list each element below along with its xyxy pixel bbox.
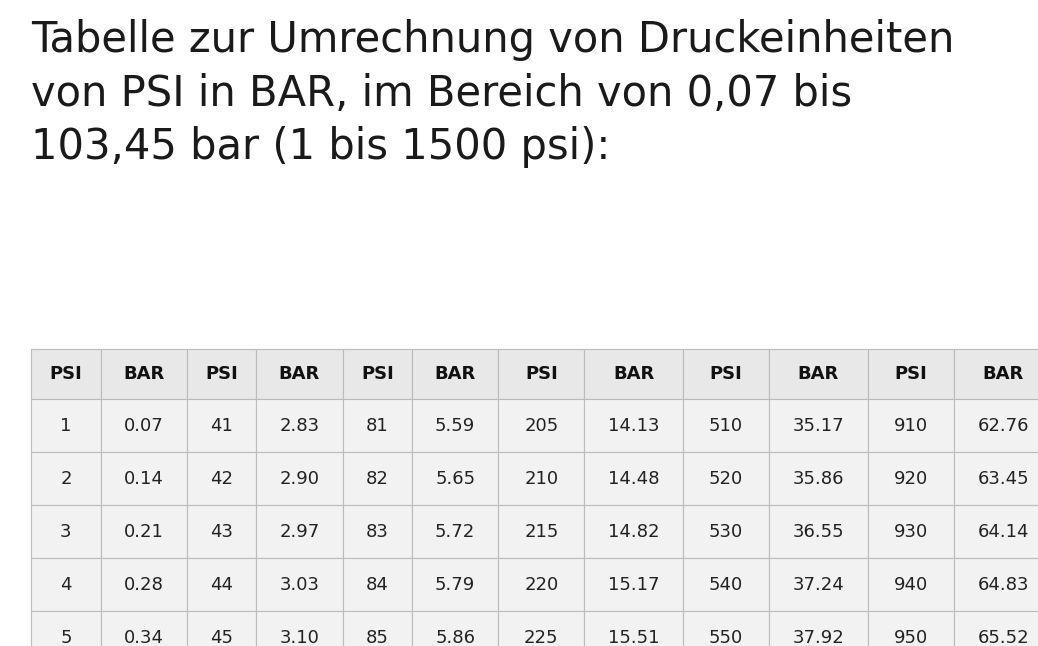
- Text: 0.28: 0.28: [124, 576, 164, 594]
- Text: BAR: BAR: [798, 365, 839, 383]
- Text: 940: 940: [894, 576, 928, 594]
- Text: BAR: BAR: [124, 365, 164, 383]
- Text: 0.34: 0.34: [124, 629, 164, 646]
- Text: 2.83: 2.83: [279, 417, 320, 435]
- Text: 42: 42: [210, 470, 234, 488]
- Text: 14.82: 14.82: [608, 523, 659, 541]
- Text: PSI: PSI: [895, 365, 927, 383]
- Text: 85: 85: [365, 629, 389, 646]
- Text: 520: 520: [709, 470, 743, 488]
- Text: 35.86: 35.86: [793, 470, 844, 488]
- Text: PSI: PSI: [361, 365, 393, 383]
- Text: 65.52: 65.52: [978, 629, 1029, 646]
- Text: PSI: PSI: [710, 365, 742, 383]
- Text: 950: 950: [894, 629, 928, 646]
- Text: 64.83: 64.83: [978, 576, 1029, 594]
- Text: Tabelle zur Umrechnung von Druckeinheiten
von PSI in BAR, im Bereich von 0,07 bi: Tabelle zur Umrechnung von Druckeinheite…: [31, 19, 955, 169]
- Text: BAR: BAR: [613, 365, 654, 383]
- Text: 15.17: 15.17: [608, 576, 659, 594]
- Text: 2.90: 2.90: [279, 470, 320, 488]
- Text: 37.24: 37.24: [793, 576, 844, 594]
- Text: 35.17: 35.17: [793, 417, 844, 435]
- Text: 44: 44: [210, 576, 234, 594]
- Text: 0.14: 0.14: [124, 470, 164, 488]
- Text: 5.65: 5.65: [435, 470, 475, 488]
- Text: 2.97: 2.97: [279, 523, 320, 541]
- Text: 3.03: 3.03: [279, 576, 320, 594]
- Text: 45: 45: [210, 629, 234, 646]
- Text: 15.51: 15.51: [608, 629, 659, 646]
- Text: 81: 81: [366, 417, 388, 435]
- Text: 4: 4: [60, 576, 72, 594]
- Text: BAR: BAR: [983, 365, 1023, 383]
- Text: PSI: PSI: [525, 365, 557, 383]
- Text: 2: 2: [60, 470, 72, 488]
- Text: PSI: PSI: [206, 365, 238, 383]
- Text: 215: 215: [524, 523, 558, 541]
- Text: 3.10: 3.10: [279, 629, 320, 646]
- Text: 3: 3: [60, 523, 72, 541]
- Text: 225: 225: [524, 629, 558, 646]
- Text: 550: 550: [709, 629, 743, 646]
- Text: 83: 83: [365, 523, 389, 541]
- Text: 0.21: 0.21: [124, 523, 164, 541]
- Text: 14.48: 14.48: [608, 470, 659, 488]
- Text: 920: 920: [894, 470, 928, 488]
- Text: 43: 43: [210, 523, 234, 541]
- Text: 5.72: 5.72: [435, 523, 475, 541]
- Text: 64.14: 64.14: [978, 523, 1029, 541]
- Text: 41: 41: [210, 417, 234, 435]
- Text: BAR: BAR: [435, 365, 475, 383]
- Text: PSI: PSI: [50, 365, 82, 383]
- Text: 62.76: 62.76: [978, 417, 1029, 435]
- Text: 36.55: 36.55: [793, 523, 844, 541]
- Text: 1: 1: [60, 417, 72, 435]
- Text: 220: 220: [524, 576, 558, 594]
- Text: 14.13: 14.13: [608, 417, 659, 435]
- Text: 5.59: 5.59: [435, 417, 475, 435]
- Text: 205: 205: [524, 417, 558, 435]
- Text: 540: 540: [709, 576, 743, 594]
- Text: 5.79: 5.79: [435, 576, 475, 594]
- Text: 910: 910: [894, 417, 928, 435]
- Text: 0.07: 0.07: [124, 417, 164, 435]
- Text: 84: 84: [365, 576, 389, 594]
- Text: 5: 5: [60, 629, 72, 646]
- Text: 82: 82: [365, 470, 389, 488]
- Text: 210: 210: [524, 470, 558, 488]
- Text: BAR: BAR: [279, 365, 320, 383]
- Text: 930: 930: [894, 523, 928, 541]
- Text: 63.45: 63.45: [978, 470, 1029, 488]
- Text: 510: 510: [709, 417, 743, 435]
- Text: 5.86: 5.86: [435, 629, 475, 646]
- Text: 530: 530: [709, 523, 743, 541]
- Text: 37.92: 37.92: [793, 629, 844, 646]
